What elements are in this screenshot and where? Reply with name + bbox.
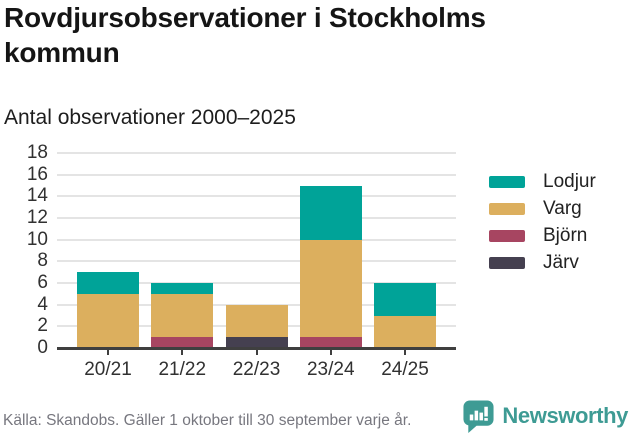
legend-label: Järv bbox=[543, 252, 579, 273]
bar-segment-järv bbox=[225, 337, 288, 348]
legend-item: Järv bbox=[489, 253, 596, 272]
newsworthy-bubble-chart-icon bbox=[462, 399, 495, 433]
bar-segment-björn bbox=[151, 337, 214, 348]
bar-segment-lodjur bbox=[299, 185, 362, 240]
legend-item: Varg bbox=[489, 199, 596, 218]
legend-item: Lodjur bbox=[489, 172, 596, 191]
legend-swatch bbox=[489, 256, 525, 269]
gridline bbox=[57, 260, 456, 263]
x-tick bbox=[329, 350, 332, 355]
bar-segment-varg bbox=[77, 293, 139, 348]
y-tick-label: 0 bbox=[37, 337, 48, 358]
legend-label: Varg bbox=[543, 198, 582, 219]
y-tick-label: 18 bbox=[26, 142, 48, 163]
y-tick-label: 2 bbox=[37, 315, 48, 337]
gridline bbox=[57, 217, 456, 219]
gridline bbox=[57, 195, 456, 198]
brand-name: Newsworthy bbox=[502, 403, 628, 428]
bar-segment-varg bbox=[299, 239, 362, 338]
x-tick bbox=[404, 350, 406, 355]
legend-label: Lodjur bbox=[543, 171, 596, 192]
bar-segment-lodjur bbox=[151, 283, 214, 294]
x-tick-label: 21/22 bbox=[158, 359, 207, 380]
legend-item: Björn bbox=[489, 226, 596, 245]
legend-swatch bbox=[489, 229, 525, 242]
x-axis-line bbox=[57, 347, 456, 350]
legend: Lodjur Varg Björn Järv bbox=[489, 172, 596, 272]
y-tick-label: 8 bbox=[37, 250, 48, 272]
x-tick bbox=[255, 350, 258, 355]
x-tick bbox=[181, 350, 184, 355]
x-tick-label: 22/23 bbox=[232, 359, 281, 380]
gridline bbox=[57, 152, 456, 154]
bar-chart: 0 2 4 6 8 10 12 14 16 18 20/21 21/22 22/23 23/24 24/25 bbox=[0, 140, 631, 386]
chart-subtitle: Antal observationer 2000–2025 bbox=[4, 106, 296, 129]
legend-swatch bbox=[489, 175, 525, 188]
y-tick-label: 14 bbox=[26, 185, 48, 207]
y-tick-label: 6 bbox=[37, 272, 48, 293]
bar-segment-varg bbox=[225, 304, 288, 338]
y-tick-label: 16 bbox=[26, 163, 48, 185]
gridline bbox=[57, 238, 456, 241]
bar-segment-varg bbox=[151, 293, 214, 338]
x-tick-label: 23/24 bbox=[306, 359, 355, 380]
bar-segment-lodjur bbox=[77, 272, 139, 294]
brand-logo: Newsworthy bbox=[462, 399, 628, 433]
y-tick-label: 12 bbox=[26, 207, 48, 228]
x-tick bbox=[107, 350, 109, 355]
source-note: Källa: Skandobs. Gäller 1 oktober till 3… bbox=[3, 412, 412, 429]
legend-label: Björn bbox=[543, 225, 588, 246]
bar-segment-varg bbox=[374, 315, 436, 348]
legend-swatch bbox=[489, 202, 525, 215]
x-tick-label: 24/25 bbox=[381, 359, 429, 380]
bar-segment-lodjur bbox=[374, 283, 436, 316]
page-title: Rovdjursobservationer i Stockholms kommu… bbox=[4, 2, 486, 68]
bar-segment-björn bbox=[299, 337, 362, 348]
y-tick-label: 10 bbox=[26, 228, 48, 250]
gridline bbox=[57, 173, 456, 176]
gridline bbox=[57, 282, 456, 284]
y-tick-label: 4 bbox=[37, 293, 48, 315]
x-tick-label: 20/21 bbox=[84, 359, 132, 380]
